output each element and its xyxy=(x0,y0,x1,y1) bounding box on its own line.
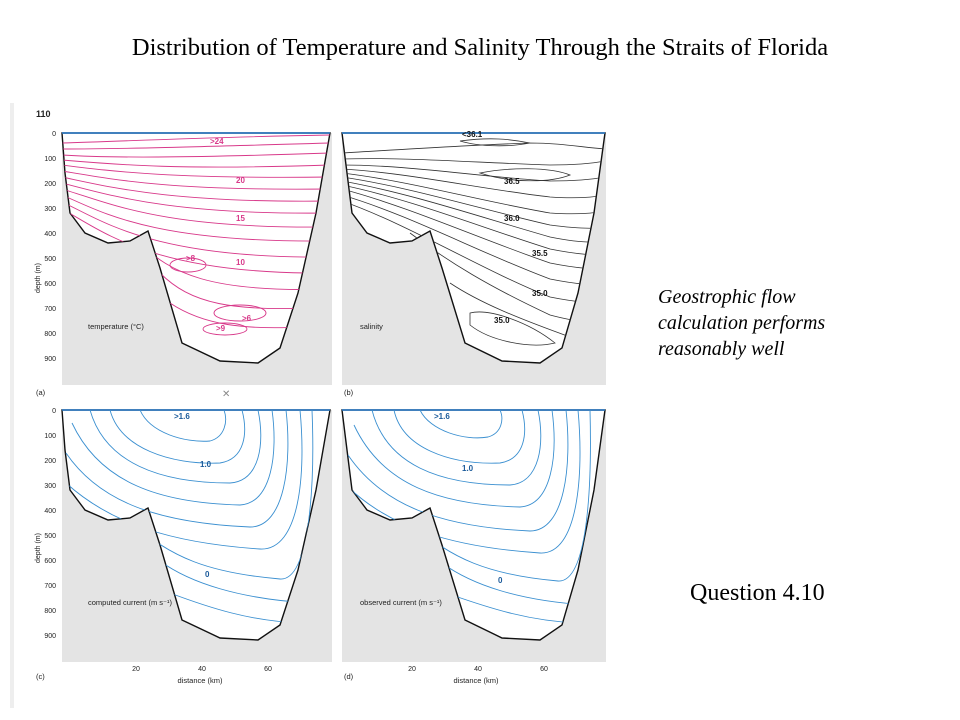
distance-ticks-right: 20 40 60 xyxy=(408,666,548,673)
temp-label-15: 15 xyxy=(236,214,245,223)
panel-b-label: salinity xyxy=(360,322,383,331)
temp-label-8: >8 xyxy=(186,254,196,263)
sal-label-35-0-upper: 35.0 xyxy=(532,289,548,298)
cross-section-b xyxy=(341,132,606,364)
depth-axis-label-bottom: depth (m) xyxy=(35,533,42,563)
depth-tick-bottom-400: 400 xyxy=(44,508,56,515)
depth-ticks-bottom: 0 100 200 300 400 500 600 700 800 900 xyxy=(44,408,56,640)
depth-tick-top-600: 600 xyxy=(44,281,56,288)
panel-a-letter: (a) xyxy=(36,388,46,397)
panel-d-label: observed current (m s⁻¹) xyxy=(360,598,442,607)
distance-tick-left-40: 40 xyxy=(198,666,206,673)
depth-tick-bottom-900: 900 xyxy=(44,633,56,640)
depth-tick-top-400: 400 xyxy=(44,231,56,238)
page-number: 110 xyxy=(36,109,51,119)
observed-label-1-6: >1.6 xyxy=(434,412,450,421)
temperature-contours xyxy=(62,134,330,336)
panel-a-label: temperature (°C) xyxy=(88,322,144,331)
temp-label-20: 20 xyxy=(236,176,245,185)
depth-tick-top-800: 800 xyxy=(44,331,56,338)
observed-label-0: 0 xyxy=(498,576,503,585)
distance-tick-left-60: 60 xyxy=(264,666,272,673)
computed-label-1-0: 1.0 xyxy=(200,460,212,469)
distance-tick-right-60: 60 xyxy=(540,666,548,673)
sal-label-36-0: 36.0 xyxy=(504,214,520,223)
note-line-1: Geostrophic flow xyxy=(658,286,796,308)
depth-tick-top-500: 500 xyxy=(44,256,56,263)
depth-tick-bottom-300: 300 xyxy=(44,483,56,490)
panel-b-letter: (b) xyxy=(344,388,354,397)
depth-tick-top-300: 300 xyxy=(44,206,56,213)
sal-label-36-1: <36.1 xyxy=(462,130,483,139)
distance-axis-label-left: distance (km) xyxy=(177,676,223,685)
depth-tick-bottom-800: 800 xyxy=(44,608,56,615)
distance-tick-left-20: 20 xyxy=(132,666,140,673)
depth-tick-bottom-0: 0 xyxy=(52,408,56,415)
computed-current-contours xyxy=(65,410,314,624)
question-label: Question 4.10 xyxy=(690,580,825,606)
distance-axis-label-right: distance (km) xyxy=(453,676,499,685)
note-line-3: reasonably well xyxy=(658,338,785,360)
sal-label-35-0-lower: 35.0 xyxy=(494,316,510,325)
temp-label-10: 10 xyxy=(236,258,245,267)
computed-label-0: 0 xyxy=(205,570,210,579)
observed-current-labels: >1.6 1.0 0 xyxy=(434,412,503,585)
distance-tick-right-40: 40 xyxy=(474,666,482,673)
panel-labels: temperature (°C) salinity computed curre… xyxy=(36,322,442,681)
observed-label-1-0: 1.0 xyxy=(462,464,474,473)
cross-section-a xyxy=(61,132,331,364)
depth-tick-top-900: 900 xyxy=(44,356,56,363)
depth-tick-bottom-200: 200 xyxy=(44,458,56,465)
depth-tick-bottom-600: 600 xyxy=(44,558,56,565)
panel-c-letter: (c) xyxy=(36,672,45,681)
sal-label-35-5: 35.5 xyxy=(532,249,548,258)
temp-label-24: >24 xyxy=(210,137,224,146)
panel-d-letter: (d) xyxy=(344,672,354,681)
depth-axis-label-top: depth (m) xyxy=(35,263,42,293)
straits-figure: 110 >24 20 15 10 >8 >6 xyxy=(10,103,606,708)
depth-tick-bottom-700: 700 xyxy=(44,583,56,590)
salinity-labels: <36.1 36.5 36.0 35.5 35.0 35.0 xyxy=(462,130,548,325)
distance-ticks-left: 20 40 60 xyxy=(132,666,272,673)
panel-c-label: computed current (m s⁻¹) xyxy=(88,598,172,607)
distance-tick-right-20: 20 xyxy=(408,666,416,673)
temp-label-6: >6 xyxy=(242,314,252,323)
computed-label-1-6: >1.6 xyxy=(174,412,190,421)
note-line-2: calculation performs xyxy=(658,312,826,334)
sal-label-36-5: 36.5 xyxy=(504,177,520,186)
temperature-labels: >24 20 15 10 >8 >6 >9 xyxy=(186,137,252,333)
depth-ticks-top: 0 100 200 300 400 500 600 700 800 900 xyxy=(44,131,56,363)
depth-tick-top-200: 200 xyxy=(44,181,56,188)
observed-current-contours xyxy=(347,410,591,624)
depth-tick-bottom-500: 500 xyxy=(44,533,56,540)
depth-tick-top-700: 700 xyxy=(44,306,56,313)
geostrophic-note: Geostrophic flow calculation performs re… xyxy=(658,284,918,362)
depth-tick-top-100: 100 xyxy=(44,156,56,163)
computed-current-labels: >1.6 1.0 0 xyxy=(174,412,212,579)
scan-edge xyxy=(10,103,14,708)
temp-label-9: >9 xyxy=(216,324,226,333)
depth-tick-top-0: 0 xyxy=(52,131,56,138)
registration-mark-icon: ✕ xyxy=(222,389,230,400)
depth-tick-bottom-100: 100 xyxy=(44,433,56,440)
slide-title: Distribution of Temperature and Salinity… xyxy=(131,34,829,61)
